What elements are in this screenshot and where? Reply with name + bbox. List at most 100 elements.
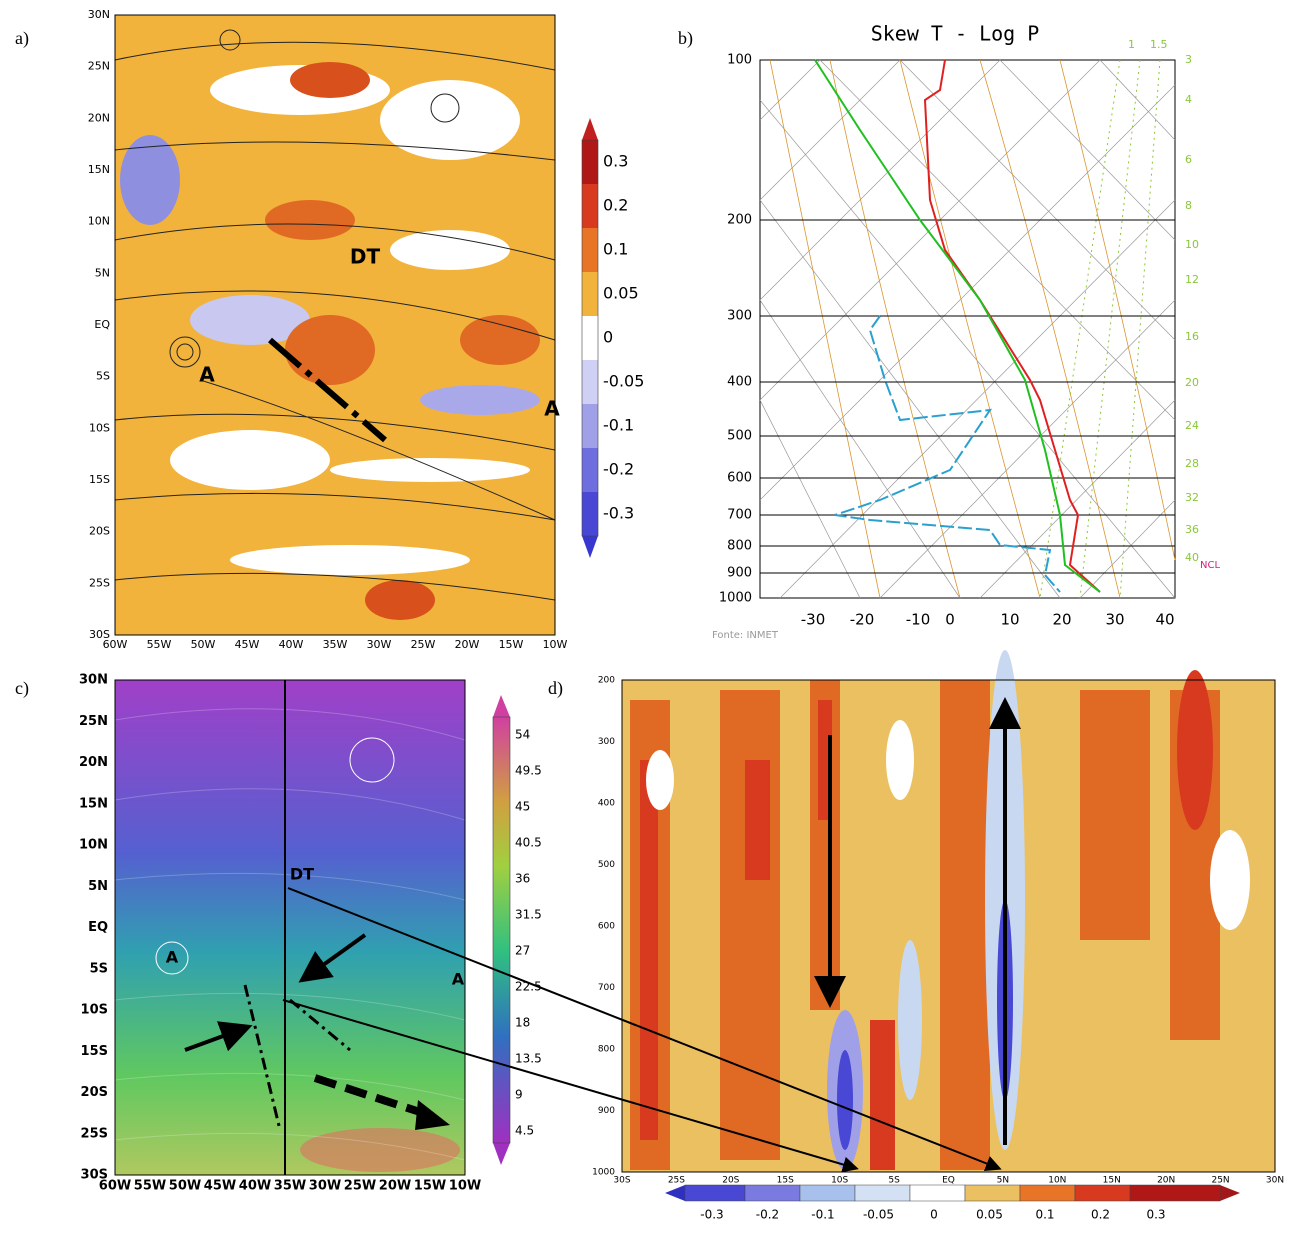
lat-label: 5S [90, 961, 108, 976]
lat-label: EQ [94, 318, 110, 331]
colorbar-label: 0.2 [1091, 1208, 1110, 1222]
pressure-label: 700 [727, 508, 752, 523]
mixing-ratio-label: 6 [1185, 153, 1192, 166]
mixing-ratio-label: 8 [1185, 199, 1192, 212]
annotation: DT [350, 245, 381, 269]
level-label: 400 [598, 799, 615, 809]
lat-label: 25N [88, 60, 110, 73]
lat-label: 10N [79, 838, 108, 853]
temperature-label: -10 [906, 611, 931, 629]
lon-label: 50W [169, 1179, 201, 1194]
colorbar-label: 40.5 [515, 836, 542, 850]
lat-label: EQ [942, 1176, 955, 1186]
lat-label: 30S [613, 1176, 630, 1186]
pressure-label: 300 [727, 309, 752, 324]
colorbar-label: 36 [515, 872, 530, 886]
temperature-label: 40 [1155, 611, 1174, 629]
lat-label: 20N [79, 755, 108, 770]
lon-label: 20W [379, 1179, 411, 1194]
lcl-label: NCL [1200, 560, 1220, 571]
pressure-label: 200 [727, 213, 752, 228]
colorbar-label: 4.5 [515, 1124, 534, 1138]
mixing-ratio-label: 28 [1185, 457, 1199, 470]
panel-label: d) [548, 678, 563, 699]
panel-label: a) [15, 28, 29, 49]
pressure-label: 800 [727, 539, 752, 554]
lat-label: 20N [88, 111, 110, 124]
lon-label: 30W [367, 638, 392, 651]
lat-label: 25S [668, 1176, 685, 1186]
lat-label: 15N [88, 163, 110, 176]
colorbar-label: 0 [603, 328, 613, 347]
lat-label: 20S [722, 1176, 739, 1186]
mixing-ratio-label: 40 [1185, 551, 1199, 564]
temperature-label: 0 [945, 611, 955, 629]
colorbar-label: -0.1 [603, 416, 634, 435]
lat-label: 15S [777, 1176, 794, 1186]
lon-label: 45W [204, 1179, 236, 1194]
colorbar-label: 54 [515, 728, 530, 742]
lat-label: 15S [89, 473, 110, 486]
pressure-label: 500 [727, 429, 752, 444]
lon-label: 60W [103, 638, 128, 651]
lat-label: 15S [81, 1044, 108, 1059]
mixing-ratio-label: 20 [1185, 376, 1199, 389]
level-label: 700 [598, 983, 615, 993]
temperature-label: 20 [1052, 611, 1071, 629]
lat-label: 10S [81, 1003, 108, 1018]
panel-label: b) [678, 28, 693, 49]
lon-label: 30W [309, 1179, 341, 1194]
colorbar-label: 0.3 [1146, 1208, 1165, 1222]
panel-c-map [114, 679, 511, 1176]
lat-label: 30S [81, 1168, 108, 1183]
colorbar-label: 22.5 [515, 980, 542, 994]
pressure-label: 400 [727, 375, 752, 390]
colorbar-label: 9 [515, 1088, 523, 1102]
colorbar-label: 49.5 [515, 764, 542, 778]
annotation: DT [290, 865, 314, 884]
lat-label: 5S [888, 1176, 900, 1186]
colorbar-label: -0.1 [811, 1208, 834, 1222]
panel-a-map [114, 14, 599, 636]
colorbar-label: -0.3 [603, 504, 634, 523]
mixing-ratio-label: 24 [1185, 419, 1199, 432]
annotation: A [544, 397, 560, 421]
lat-label: 30N [88, 8, 110, 21]
colorbar-label: -0.2 [756, 1208, 779, 1222]
mixing-ratio-label: 10 [1185, 238, 1199, 251]
lon-label: 35W [274, 1179, 306, 1194]
colorbar-label: 31.5 [515, 908, 542, 922]
lat-label: 15N [1103, 1176, 1121, 1186]
mixing-ratio-label: 1.5 [1150, 38, 1168, 51]
lon-label: 25W [411, 638, 436, 651]
level-label: 900 [598, 1106, 615, 1116]
lon-label: 45W [235, 638, 260, 651]
lon-label: 15W [414, 1179, 446, 1194]
lat-label: 30N [1266, 1176, 1284, 1186]
pressure-label: 600 [727, 471, 752, 486]
level-label: 1000 [592, 1168, 615, 1178]
lat-label: 25S [89, 576, 110, 589]
mixing-ratio-label: 4 [1185, 93, 1192, 106]
lon-label: 55W [147, 638, 172, 651]
pressure-label: 900 [727, 566, 752, 581]
lat-label: 20N [1157, 1176, 1175, 1186]
lat-label: 10S [89, 421, 110, 434]
colorbar-label: 0 [930, 1208, 938, 1222]
lat-label: EQ [88, 920, 108, 935]
level-label: 600 [598, 922, 615, 932]
mixing-ratio-label: 36 [1185, 523, 1199, 536]
panel-b-skewt [759, 59, 1176, 599]
temperature-label: -30 [801, 611, 826, 629]
lat-label: 5N [95, 266, 110, 279]
lon-label: 60W [99, 1179, 131, 1194]
pressure-label: 1000 [719, 591, 752, 606]
level-label: 200 [598, 676, 615, 686]
temperature-label: 10 [1000, 611, 1019, 629]
lat-label: 15N [79, 796, 108, 811]
lat-label: 25S [81, 1126, 108, 1141]
lat-label: 30N [79, 673, 108, 688]
lon-label: 25W [344, 1179, 376, 1194]
lat-label: 25N [1211, 1176, 1229, 1186]
